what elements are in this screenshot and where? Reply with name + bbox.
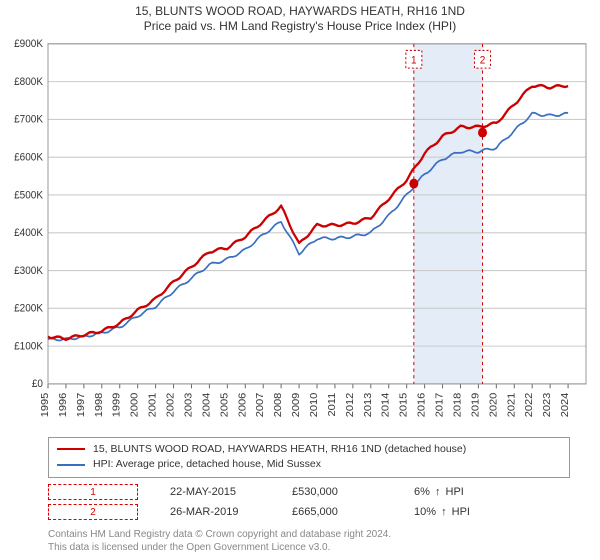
marker-number-box: 2 bbox=[48, 504, 138, 520]
svg-text:2006: 2006 bbox=[237, 393, 248, 418]
legend-row: 15, BLUNTS WOOD ROAD, HAYWARDS HEATH, RH… bbox=[57, 442, 561, 458]
svg-text:£500K: £500K bbox=[14, 189, 43, 202]
svg-text:2007: 2007 bbox=[255, 393, 266, 418]
legend-swatch bbox=[57, 448, 85, 450]
svg-text:2018: 2018 bbox=[452, 393, 463, 418]
svg-text:2016: 2016 bbox=[416, 393, 427, 418]
svg-text:2015: 2015 bbox=[398, 393, 409, 418]
svg-text:£300K: £300K bbox=[14, 264, 43, 277]
arrow-up-icon: ↑ bbox=[441, 506, 447, 518]
marker-diff: 10% ↑ HPI bbox=[414, 506, 504, 518]
svg-text:2021: 2021 bbox=[506, 393, 517, 418]
legend-swatch bbox=[57, 464, 85, 466]
svg-text:2009: 2009 bbox=[291, 393, 302, 418]
svg-text:2023: 2023 bbox=[542, 393, 553, 418]
chart-title-block: 15, BLUNTS WOOD ROAD, HAYWARDS HEATH, RH… bbox=[0, 0, 600, 35]
svg-text:£0: £0 bbox=[32, 378, 43, 391]
svg-text:1995: 1995 bbox=[39, 393, 50, 418]
legend-label: 15, BLUNTS WOOD ROAD, HAYWARDS HEATH, RH… bbox=[93, 442, 466, 458]
svg-text:2020: 2020 bbox=[488, 393, 499, 418]
svg-text:£800K: £800K bbox=[14, 75, 43, 88]
svg-text:£700K: £700K bbox=[14, 113, 43, 126]
svg-text:2014: 2014 bbox=[380, 393, 391, 418]
marker-price: £530,000 bbox=[292, 486, 382, 498]
svg-text:2001: 2001 bbox=[147, 393, 158, 418]
svg-text:2002: 2002 bbox=[165, 393, 176, 418]
chart-area: £0 £100K £200K £300K £400K £500K £600K £700K £80… bbox=[0, 35, 600, 433]
line-chart: £0 £100K £200K £300K £400K £500K £600K £700K £80… bbox=[0, 35, 600, 433]
chart-footer: Contains HM Land Registry data © Crown c… bbox=[48, 528, 570, 554]
svg-text:2008: 2008 bbox=[273, 393, 284, 418]
svg-text:£600K: £600K bbox=[14, 151, 43, 164]
svg-text:2005: 2005 bbox=[219, 393, 230, 418]
svg-text:£400K: £400K bbox=[14, 227, 43, 240]
svg-text:2011: 2011 bbox=[326, 393, 337, 417]
svg-text:1998: 1998 bbox=[93, 393, 104, 418]
marker-row: 2 26-MAR-2019 £665,000 10% ↑ HPI bbox=[48, 504, 570, 520]
marker-date: 22-MAY-2015 bbox=[170, 486, 260, 498]
svg-text:2004: 2004 bbox=[201, 393, 212, 418]
marker-number-box: 1 bbox=[48, 484, 138, 500]
marker-table: 1 22-MAY-2015 £530,000 6% ↑ HPI 2 26-MAR-2019… bbox=[48, 484, 570, 524]
arrow-up-icon: ↑ bbox=[435, 486, 441, 498]
svg-text:2: 2 bbox=[480, 54, 486, 67]
svg-text:1: 1 bbox=[411, 54, 417, 67]
svg-text:2003: 2003 bbox=[183, 393, 194, 418]
svg-text:2024: 2024 bbox=[560, 393, 571, 418]
svg-text:2017: 2017 bbox=[434, 393, 445, 418]
footer-line-1: Contains HM Land Registry data © Crown c… bbox=[48, 528, 570, 541]
svg-text:1999: 1999 bbox=[111, 393, 122, 418]
legend-row: HPI: Average price, detached house, Mid … bbox=[57, 457, 561, 473]
chart-title-sub: Price paid vs. HM Land Registry's House … bbox=[10, 19, 590, 33]
svg-text:1997: 1997 bbox=[75, 393, 86, 418]
footer-line-2: This data is licensed under the Open Gov… bbox=[48, 541, 570, 554]
svg-text:2013: 2013 bbox=[362, 393, 373, 418]
svg-text:2019: 2019 bbox=[470, 393, 481, 418]
chart-title-main: 15, BLUNTS WOOD ROAD, HAYWARDS HEATH, RH… bbox=[10, 4, 590, 18]
marker-row: 1 22-MAY-2015 £530,000 6% ↑ HPI bbox=[48, 484, 570, 500]
svg-text:2022: 2022 bbox=[524, 393, 535, 418]
svg-text:2010: 2010 bbox=[308, 393, 319, 418]
legend-label: HPI: Average price, detached house, Mid … bbox=[93, 457, 321, 473]
marker-price: £665,000 bbox=[292, 506, 382, 518]
svg-text:£100K: £100K bbox=[14, 340, 43, 353]
marker-date: 26-MAR-2019 bbox=[170, 506, 260, 518]
svg-text:2012: 2012 bbox=[344, 393, 355, 418]
marker-diff: 6% ↑ HPI bbox=[414, 486, 504, 498]
chart-legend: 15, BLUNTS WOOD ROAD, HAYWARDS HEATH, RH… bbox=[48, 437, 570, 479]
svg-text:£900K: £900K bbox=[14, 38, 43, 51]
svg-text:1996: 1996 bbox=[57, 393, 68, 418]
svg-text:£200K: £200K bbox=[14, 302, 43, 315]
svg-text:2000: 2000 bbox=[129, 393, 140, 418]
